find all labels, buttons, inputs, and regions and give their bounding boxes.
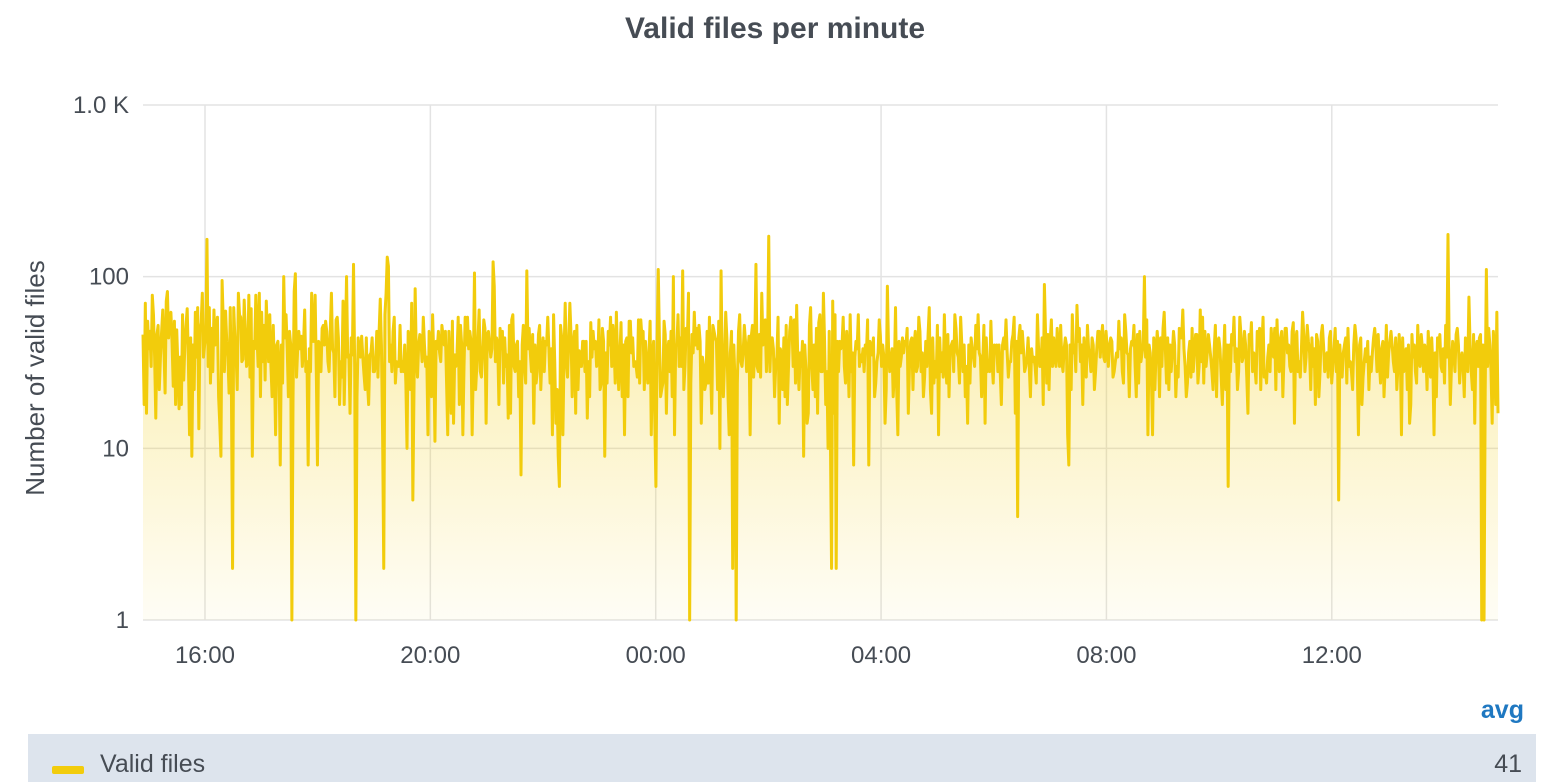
x-tick-label-2: 00:00	[626, 642, 686, 669]
y-tick-label-0: 1	[116, 607, 129, 634]
legend-color-swatch	[52, 766, 84, 774]
legend-avg-value: 41	[1494, 750, 1522, 778]
legend-avg-header[interactable]: avg	[1480, 696, 1524, 724]
x-tick-label-5: 12:00	[1302, 642, 1362, 669]
y-axis-label: Number of valid files	[20, 260, 50, 496]
axis-ticks: 1 10 100 1.0 K 16:00 20:00 00:00 04:00 08:00 12:0…	[73, 92, 1362, 669]
series-area	[143, 234, 1498, 620]
y-tick-label-2: 100	[89, 264, 129, 291]
y-tick-label-3: 1.0 K	[73, 92, 129, 119]
x-tick-label-1: 20:00	[400, 642, 460, 669]
series-area-fill	[143, 234, 1498, 620]
x-tick-label-3: 04:00	[851, 642, 911, 669]
series-line	[141, 233, 1500, 622]
series-line-valid-files	[141, 233, 1500, 622]
x-tick-label-0: 16:00	[175, 642, 235, 669]
legend-series-name[interactable]: Valid files	[100, 750, 206, 778]
x-tick-label-4: 08:00	[1076, 642, 1136, 669]
y-tick-label-1: 10	[102, 435, 129, 462]
chart-plot: 1 10 100 1.0 K 16:00 20:00 00:00 04:00 08:00 12:0…	[20, 92, 1500, 669]
legend-row-valid-files[interactable]: Valid files 41	[28, 734, 1536, 782]
chart-title: Valid files per minute	[624, 12, 926, 45]
